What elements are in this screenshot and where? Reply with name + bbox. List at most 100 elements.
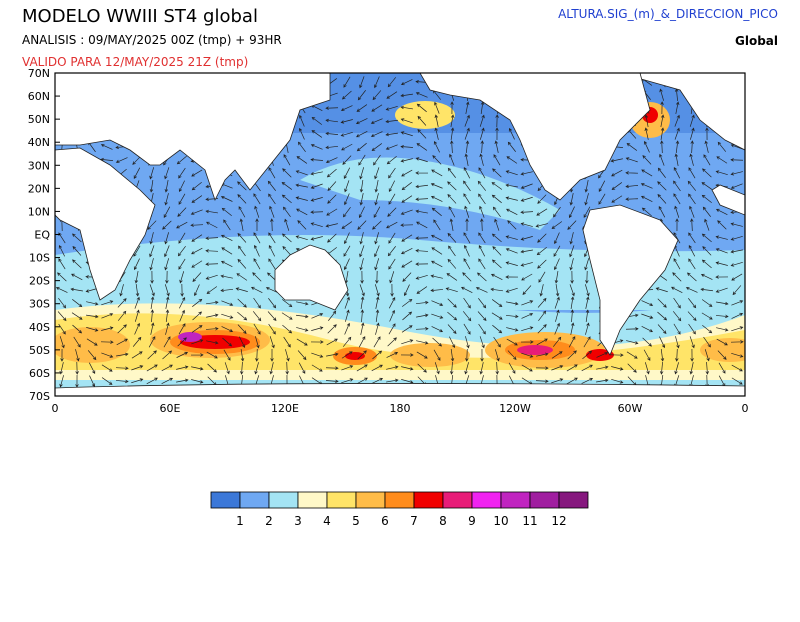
- arrow: [417, 129, 427, 139]
- arrow: [387, 77, 397, 88]
- arrow: [506, 301, 519, 306]
- arrow: [643, 349, 651, 361]
- arrow: [205, 209, 218, 214]
- arrow: [223, 349, 231, 361]
- arrow: [131, 378, 144, 384]
- arrow: [341, 221, 353, 229]
- arrow: [206, 300, 219, 305]
- arrow: [450, 127, 455, 140]
- arrow: [57, 311, 67, 322]
- arrow: [659, 361, 664, 375]
- arrow: [134, 309, 140, 322]
- lat-labels: 70N 60N 50N 40N 30N 20N 10N EQ 10S 20S 30S 40S 50S 60…: [28, 67, 60, 403]
- arrow: [295, 196, 308, 201]
- arrow: [207, 363, 217, 373]
- arrow: [506, 338, 518, 346]
- arrow: [311, 352, 324, 358]
- arrow: [72, 233, 82, 243]
- arrow: [371, 377, 384, 384]
- arrow: [716, 338, 728, 346]
- arrow: [386, 221, 398, 229]
- arrow: [149, 180, 154, 193]
- arrow: [238, 245, 246, 257]
- arrow: [584, 193, 589, 206]
- arrow: [660, 140, 664, 154]
- arrow: [252, 272, 262, 282]
- arrow: [585, 309, 590, 322]
- arrow: [101, 352, 114, 358]
- arrow: [464, 153, 469, 166]
- arrow: [176, 351, 189, 358]
- arrow: [178, 193, 186, 205]
- arrow: [415, 274, 428, 280]
- arrow: [611, 169, 623, 177]
- arrow: [701, 194, 712, 204]
- arrow: [180, 283, 184, 297]
- legend-label: 7: [410, 514, 418, 528]
- arrow: [416, 351, 428, 359]
- arrow: [344, 193, 350, 206]
- arrow: [359, 284, 365, 297]
- arrow: [566, 364, 578, 372]
- arrow: [551, 365, 564, 371]
- arrow: [491, 299, 503, 307]
- arrow: [536, 338, 548, 346]
- legend-swatch: [413, 491, 444, 509]
- arrow: [450, 349, 455, 362]
- arrow: [701, 233, 712, 243]
- arrow: [475, 286, 488, 293]
- arrow: [71, 273, 83, 281]
- arrow: [520, 236, 533, 241]
- arrow: [672, 272, 682, 282]
- arrow: [341, 351, 353, 359]
- arrow: [658, 206, 666, 218]
- arrow: [506, 208, 518, 216]
- arrow: [537, 297, 547, 308]
- arrow: [715, 275, 729, 279]
- arrow: [416, 143, 428, 151]
- arrow: [535, 379, 549, 383]
- arrow: [115, 157, 128, 164]
- arrow: [341, 143, 353, 151]
- arrow: [464, 114, 470, 127]
- arrow: [675, 348, 679, 362]
- legend-swatch: [268, 491, 299, 509]
- arrow: [581, 364, 593, 372]
- arrow: [537, 194, 547, 204]
- arrow: [374, 232, 380, 245]
- arrow: [493, 154, 501, 166]
- map: [55, 73, 745, 396]
- arrow: [463, 323, 471, 335]
- arrow: [505, 235, 518, 240]
- arrow: [327, 194, 337, 204]
- arrow: [521, 312, 534, 319]
- arrow: [674, 362, 679, 375]
- arrow: [715, 261, 728, 266]
- arrow: [598, 193, 606, 205]
- arrow: [584, 284, 590, 297]
- arrow: [521, 300, 534, 306]
- arrow: [491, 259, 502, 269]
- arrow: [585, 270, 589, 284]
- arrow: [641, 300, 654, 307]
- arrow: [700, 273, 713, 280]
- variable: ALTURA.SIG_(m)_&_DIRECCION_PICO: [558, 7, 778, 21]
- arrow: [463, 258, 471, 270]
- arrow: [385, 105, 398, 111]
- arrow: [450, 114, 455, 127]
- arrow: [296, 208, 308, 216]
- arrow: [731, 312, 744, 319]
- arrow: [569, 258, 574, 271]
- arrow: [373, 336, 381, 348]
- lat-label: 30N: [28, 159, 50, 172]
- arrow: [687, 180, 697, 191]
- arrow: [58, 297, 67, 309]
- arrow: [325, 223, 338, 228]
- arrow: [163, 206, 171, 218]
- arrow: [375, 322, 380, 335]
- arrow: [445, 287, 458, 293]
- arrow: [191, 181, 202, 191]
- arrow: [688, 167, 696, 179]
- arrow: [642, 337, 652, 347]
- arrow: [430, 274, 443, 279]
